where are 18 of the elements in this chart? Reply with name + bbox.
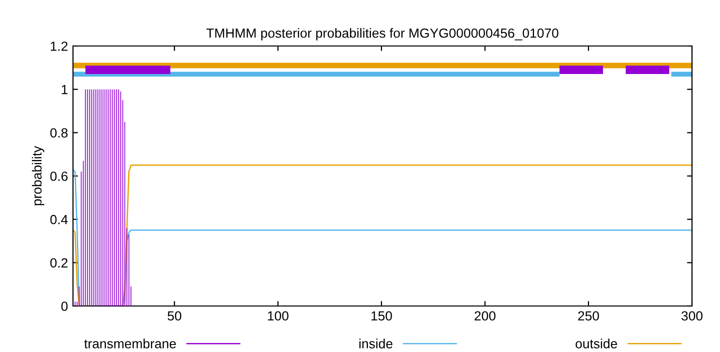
legend-label: inside <box>359 338 392 348</box>
y-tick-label: 1 <box>62 85 68 94</box>
x-tick-label: 300 <box>681 311 702 321</box>
y-tick-label: 0.4 <box>50 214 68 224</box>
y-tick-label: 0 <box>61 302 68 311</box>
y-tick-label: 0.8 <box>50 128 68 138</box>
y-tick-label: 1.2 <box>50 42 68 51</box>
x-tick-label: 250 <box>578 311 599 321</box>
y-axis-title: probability <box>32 146 44 206</box>
y-tick-label: 0.2 <box>50 258 68 268</box>
x-tick-label: 100 <box>268 311 288 321</box>
x-tick-label: 50 <box>168 311 182 321</box>
x-tick-label: 200 <box>474 311 496 321</box>
chart-title: TMHMM posterior probabilities for MGYG000000456_01070 <box>206 28 558 40</box>
legend-label: transmembrane <box>84 338 176 348</box>
x-tick-label: 150 <box>371 311 392 321</box>
legend-label: outside <box>576 338 618 348</box>
y-tick-label: 0.6 <box>50 172 68 181</box>
